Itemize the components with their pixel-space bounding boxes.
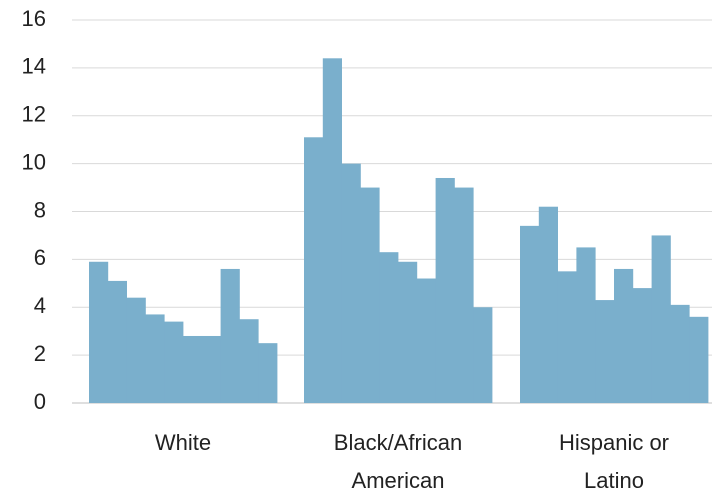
bar [473, 307, 493, 403]
y-tick-label: 8 [34, 197, 46, 222]
bar [416, 278, 436, 403]
bar [557, 271, 577, 403]
bar [239, 319, 259, 403]
bar [576, 247, 596, 403]
bar [454, 187, 474, 403]
bar [341, 163, 361, 404]
x-category-label: Hispanic or [559, 430, 669, 455]
bar [258, 343, 278, 403]
bar [651, 235, 671, 403]
x-category-label: American [352, 468, 445, 493]
bar [632, 288, 652, 403]
bar [322, 58, 342, 404]
bar [398, 261, 418, 403]
y-axis: 0 2 4 6 8 10 12 14 16 [22, 6, 46, 414]
bar [183, 335, 203, 403]
bar [379, 252, 399, 403]
bar [304, 137, 324, 404]
bar [595, 300, 615, 403]
x-category-label: Latino [584, 468, 644, 493]
x-category-label: White [155, 430, 211, 455]
bar [614, 268, 634, 403]
bars [89, 58, 709, 404]
y-tick-label: 10 [22, 149, 46, 174]
y-tick-label: 2 [34, 341, 46, 366]
bar [107, 280, 127, 403]
bar [435, 177, 455, 403]
x-axis: White Black/African American Hispanic or Lat… [155, 430, 669, 493]
x-category-label: Black/African [334, 430, 462, 455]
y-tick-label: 4 [34, 293, 46, 318]
bar [360, 187, 380, 403]
bar [164, 321, 184, 403]
bar [520, 225, 540, 403]
bar [126, 297, 146, 403]
y-tick-label: 0 [34, 389, 46, 414]
y-tick-label: 12 [22, 102, 46, 127]
bar [538, 206, 558, 403]
bar [670, 304, 690, 403]
y-tick-label: 16 [22, 6, 46, 31]
bar [89, 261, 109, 403]
bar [201, 335, 221, 403]
bar [145, 314, 165, 403]
y-tick-label: 6 [34, 245, 46, 270]
bar [220, 268, 240, 403]
y-tick-label: 14 [22, 54, 46, 79]
bar [689, 316, 709, 403]
